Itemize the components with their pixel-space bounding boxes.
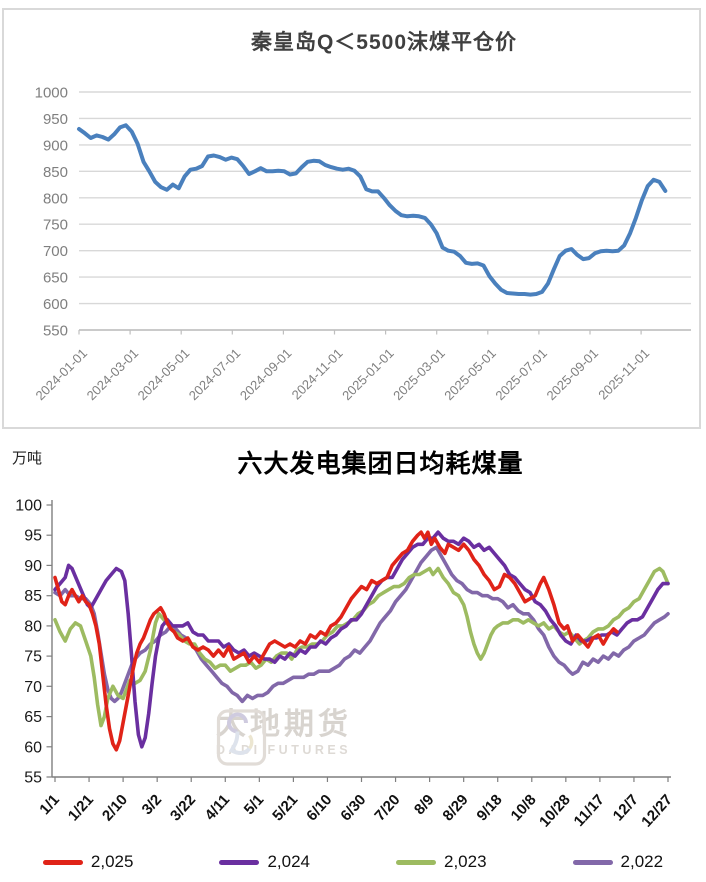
x-axis-tick-label: 5/21 bbox=[269, 791, 301, 824]
x-axis-tick-label: 6/10 bbox=[303, 791, 335, 824]
x-axis-tick-label: 11/17 bbox=[571, 791, 608, 830]
price-chart-title: 秦皇岛Q＜5500沫煤平仓价 bbox=[250, 31, 518, 54]
x-axis-tick-label: 8/9 bbox=[411, 791, 438, 818]
legend-label: 2,025 bbox=[90, 852, 134, 871]
x-axis-tick-label: 2025-11-01 bbox=[595, 346, 652, 403]
x-axis-tick-label: 2024-05-01 bbox=[135, 346, 193, 404]
x-axis-tick-label: 2024-09-01 bbox=[237, 346, 295, 404]
y-axis-tick-label: 550 bbox=[43, 323, 68, 340]
y-axis-tick-label: 800 bbox=[43, 190, 68, 207]
x-axis-tick-label: 9/18 bbox=[474, 791, 506, 824]
legend-label: 2,023 bbox=[444, 852, 487, 871]
x-axis-tick-label: 4/11 bbox=[202, 791, 234, 823]
x-axis-tick-label: 2025-03-01 bbox=[390, 346, 448, 404]
y-axis-tick-label: 750 bbox=[43, 217, 68, 234]
series-line-2025 bbox=[53, 530, 619, 752]
series-line-2024 bbox=[53, 530, 670, 749]
x-axis-tick-label: 6/30 bbox=[337, 791, 369, 824]
legend-item-2024: 2,024 bbox=[219, 852, 310, 872]
x-axis-tick-label: 2025-07-01 bbox=[492, 346, 550, 404]
legend-item-2022: 2,022 bbox=[572, 852, 664, 872]
legend-item-2023: 2,023 bbox=[396, 852, 487, 872]
x-axis-tick-label: 2024-03-01 bbox=[84, 346, 142, 404]
legend-swatch bbox=[396, 859, 436, 865]
legend-swatch bbox=[42, 859, 83, 865]
legend-item-2025: 2,025 bbox=[42, 852, 134, 872]
legend-label: 2,024 bbox=[267, 852, 310, 871]
x-axis-tick-label: 2025-01-01 bbox=[339, 346, 397, 404]
consumption-chart-legend: 2,025 2,024 2,023 2,022 bbox=[0, 847, 706, 877]
x-axis-tick-label: 8/29 bbox=[439, 791, 471, 824]
y-axis-tick-label: 90 bbox=[24, 558, 42, 575]
y-axis-tick-label: 65 bbox=[24, 709, 42, 726]
y-axis-tick-label: 100 bbox=[15, 498, 42, 515]
consumption-chart: 100 95 90 85 80 75 70 65 60 55 1/1 1/21 2/10 3/2 3/22 4… bbox=[15, 498, 676, 831]
y-axis-tick-label: 950 bbox=[43, 111, 68, 128]
consumption-chart-title: 六大发电集团日均耗煤量 bbox=[237, 450, 524, 478]
price-chart: 1000 950 900 850 800 750 700 650 600 550 2024-01-0… bbox=[32, 85, 691, 404]
y-axis-unit-label: 万吨 bbox=[12, 450, 43, 467]
y-axis-tick-label: 850 bbox=[43, 164, 68, 181]
y-axis-tick-label: 700 bbox=[43, 243, 68, 260]
x-axis-tick-label: 2/10 bbox=[99, 791, 131, 824]
y-axis-tick-label: 80 bbox=[24, 618, 42, 635]
y-axis-tick-label: 55 bbox=[24, 770, 42, 787]
y-axis-tick-label: 600 bbox=[43, 296, 68, 313]
x-axis-tick-label: 2024-01-01 bbox=[32, 346, 90, 404]
price-series-line bbox=[77, 123, 668, 297]
legend-swatch bbox=[572, 859, 613, 865]
y-axis-tick-label: 85 bbox=[24, 588, 42, 605]
x-axis-tick-label: 1/1 bbox=[36, 791, 63, 818]
y-axis-tick-label: 70 bbox=[24, 679, 42, 696]
x-axis-tick-label: 5/1 bbox=[241, 791, 268, 818]
y-axis-tick-label: 1000 bbox=[35, 85, 68, 102]
y-axis-tick-label: 60 bbox=[24, 739, 42, 756]
x-axis-tick-label: 1/21 bbox=[65, 791, 97, 824]
x-axis-tick-label: 2024-07-01 bbox=[186, 346, 244, 404]
x-axis-tick-label: 3/2 bbox=[139, 791, 166, 818]
legend-swatch bbox=[219, 859, 260, 865]
y-axis-tick-label: 650 bbox=[43, 270, 68, 287]
x-axis-tick-label: 10/28 bbox=[536, 791, 574, 830]
y-axis-tick-label: 900 bbox=[43, 137, 68, 154]
legend-label: 2,022 bbox=[620, 852, 664, 871]
x-axis-tick-label: 3/22 bbox=[167, 791, 199, 824]
y-axis-tick-label: 75 bbox=[24, 649, 42, 666]
x-axis-tick-label: 2025-09-01 bbox=[543, 346, 601, 404]
x-axis-tick-label: 12/27 bbox=[638, 791, 676, 830]
x-axis-tick-label: 2024-11-01 bbox=[289, 346, 346, 403]
y-axis-tick-label: 95 bbox=[24, 528, 42, 545]
series-line-2022 bbox=[53, 545, 670, 704]
x-axis-tick-label: 2025-05-01 bbox=[441, 346, 499, 404]
x-axis-tick-label: 7/20 bbox=[371, 791, 403, 824]
